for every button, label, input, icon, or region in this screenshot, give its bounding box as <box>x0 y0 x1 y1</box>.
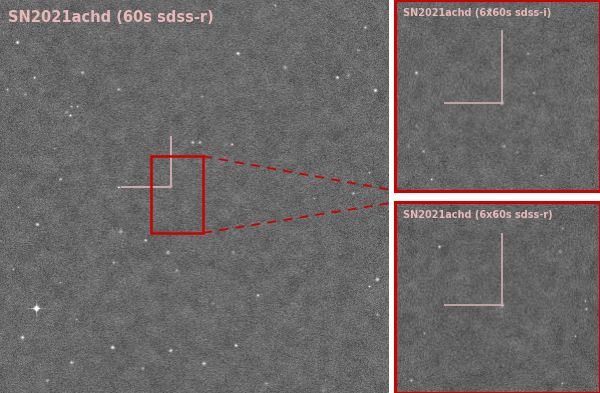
Text: SN2021achd (6x60s sdss-r): SN2021achd (6x60s sdss-r) <box>403 210 553 220</box>
Text: SN2021achd (6x60s sdss-i): SN2021achd (6x60s sdss-i) <box>403 7 551 18</box>
Text: SN2021achd (60s sdss-r): SN2021achd (60s sdss-r) <box>8 10 214 25</box>
Bar <box>151 156 203 233</box>
